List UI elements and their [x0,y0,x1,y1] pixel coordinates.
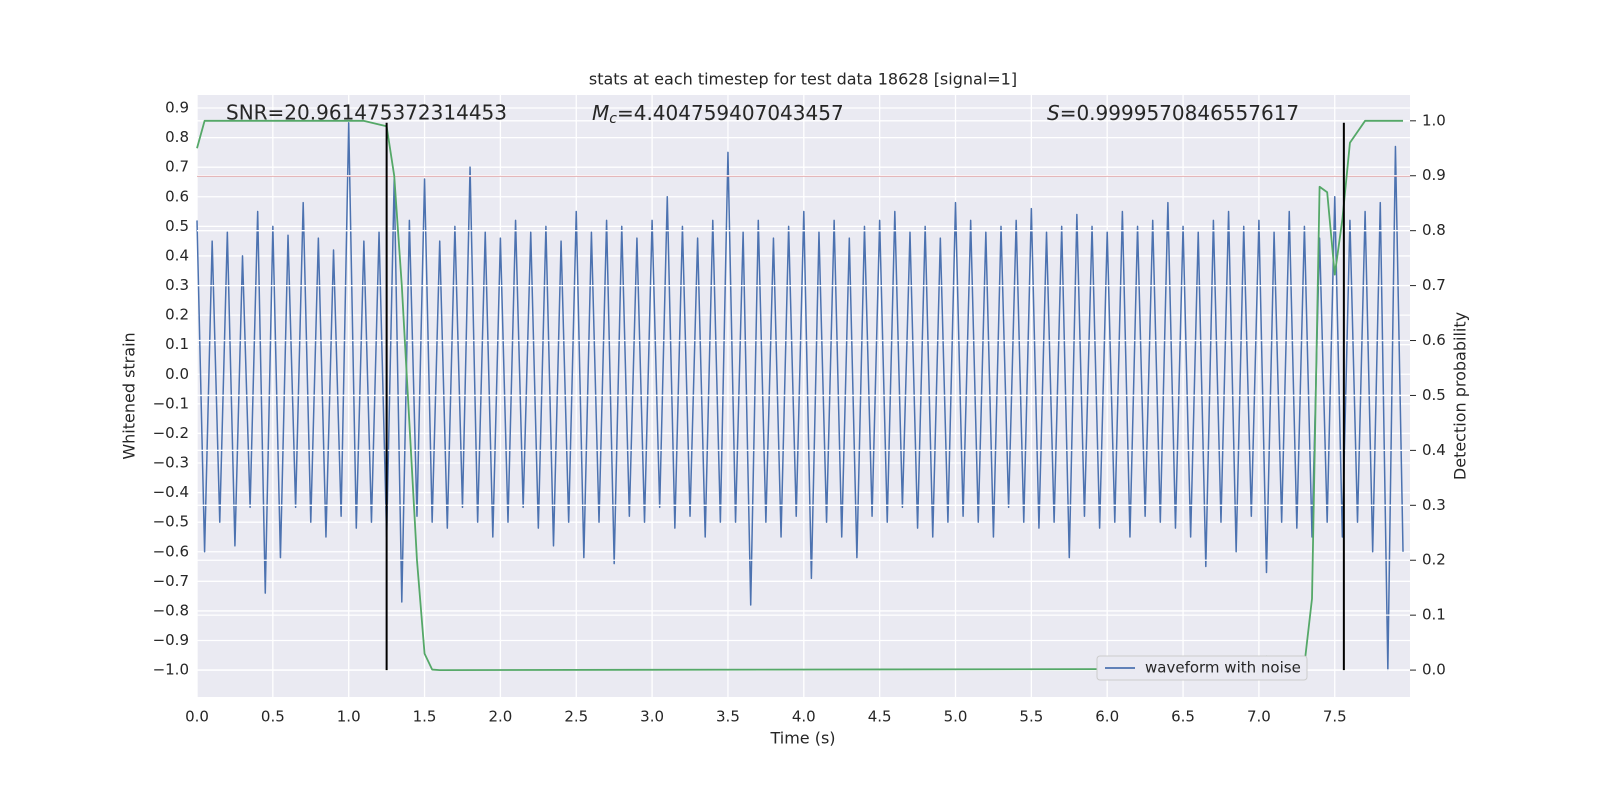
y2-tick-label: 0.7 [1422,276,1446,294]
y-tick-label: 0.3 [165,276,189,294]
y2-axis-label: Detection probability [1451,312,1470,480]
legend-label: waveform with noise [1145,659,1301,677]
y-tick-label: 0.5 [165,217,189,235]
y-tick-label: −1.0 [153,661,189,679]
y2-tick-label: 1.0 [1422,111,1446,129]
mc-symbol: M [592,101,609,125]
y-tick-label: 0.4 [165,246,189,264]
y-tick-label: −0.4 [153,483,189,501]
x-tick-label: 3.0 [640,708,664,726]
x-axis-label: Time (s) [769,729,835,748]
y-tick-label: −0.7 [153,572,189,590]
x-tick-label: 0.5 [261,708,285,726]
y2-tick-label: 0.4 [1422,441,1446,459]
y-tick-label: 0.0 [165,365,189,383]
y-tick-label: 0.9 [165,99,189,117]
y-tick-label: −0.3 [153,454,189,472]
x-tick-label: 5.5 [1019,708,1043,726]
chart-title: stats at each timestep for test data 186… [589,70,1017,89]
y-tick-label: −0.9 [153,631,189,649]
y2-tick-label: 0.3 [1422,496,1446,514]
x-tick-label: 6.5 [1171,708,1195,726]
y-tick-label: −0.5 [153,513,189,531]
y-tick-label: 0.8 [165,128,189,146]
x-tick-label: 4.0 [792,708,816,726]
y-tick-label: 0.2 [165,306,189,324]
mc-value: =4.404759407043457 [617,101,844,125]
legend-box [1096,655,1308,681]
y2-tick-label: 0.1 [1422,606,1446,624]
y2-tick-label: 0.2 [1422,551,1446,569]
waveform-line [196,122,1404,671]
y2-tick-label: 0.6 [1422,331,1446,349]
x-tick-label: 4.5 [868,708,892,726]
snr-annotation: SNR=20.961475372314453 [226,101,507,125]
x-tick-label: 2.0 [488,708,512,726]
y-tick-label: −0.2 [153,424,189,442]
x-tick-label: 5.0 [944,708,968,726]
x-tick-label: 2.5 [564,708,588,726]
x-tick-label: 0.0 [185,708,209,726]
s-symbol: S [1047,101,1060,125]
y-axis-label: Whitened strain [120,332,139,459]
x-tick-label: 7.0 [1247,708,1271,726]
y2-tick-label: 0.9 [1422,166,1446,184]
y-tick-label: −0.1 [153,394,189,412]
x-tick-label: 6.0 [1095,708,1119,726]
y-tick-label: −0.8 [153,601,189,619]
y-tick-label: 0.6 [165,187,189,205]
y-tick-label: 0.7 [165,158,189,176]
y-tick-label: 0.1 [165,335,189,353]
mc-annotation: Mc=4.404759407043457 [592,101,844,128]
y-tick-label: −0.6 [153,542,189,560]
y2-tick-label: 0.0 [1422,661,1446,679]
s-annotation: S=0.9999570846557617 [1047,101,1299,125]
y2-tick-label: 0.5 [1422,386,1446,404]
y2-tick-label: 0.8 [1422,221,1446,239]
x-tick-label: 1.0 [337,708,361,726]
x-tick-label: 3.5 [716,708,740,726]
s-value: =0.9999570846557617 [1060,101,1299,125]
x-tick-label: 7.5 [1323,708,1347,726]
mc-subscript: c [609,111,617,127]
x-tick-label: 1.5 [413,708,437,726]
